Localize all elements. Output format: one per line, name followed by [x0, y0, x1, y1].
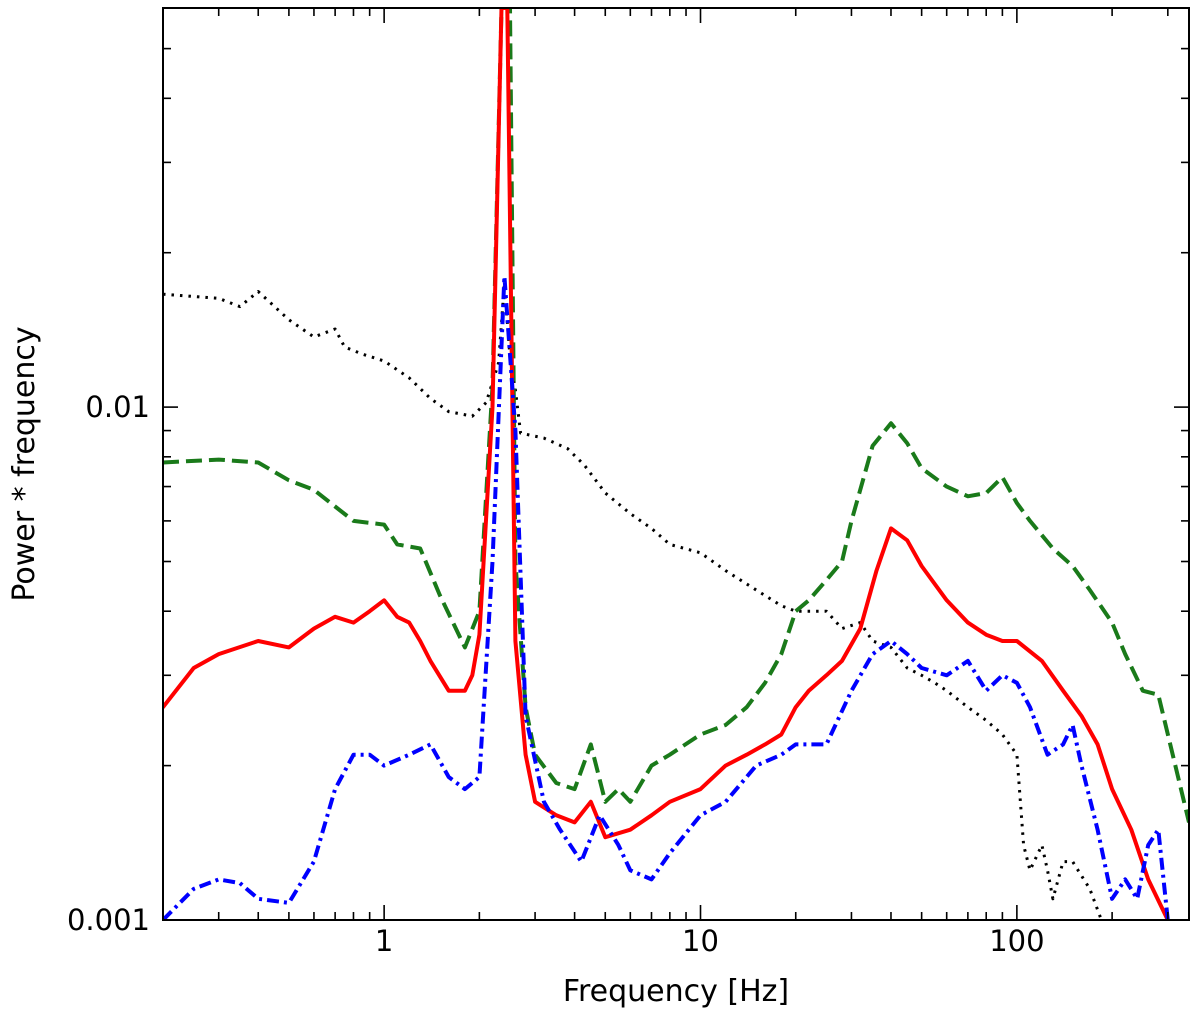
x-tick-label: 100 — [989, 924, 1044, 958]
plot-frame — [162, 7, 1190, 921]
y-tick-label: 0.01 — [85, 390, 150, 424]
series-line-green-dashed — [163, 8, 1189, 823]
series-layer — [163, 8, 1189, 920]
series-line-blue-dash-dot — [163, 274, 1170, 920]
series-line-red-solid — [163, 8, 1170, 920]
x-tick-label: 1 — [375, 924, 393, 958]
x-tick-label: 10 — [682, 924, 719, 958]
y-axis-label: Power * frequency — [7, 326, 42, 601]
series-line-black-dotted — [163, 282, 1103, 920]
tick-label-layer: 1 10 100 0.001 0.01 — [67, 390, 1045, 958]
y-tick-label: 0.001 — [67, 903, 150, 937]
x-axis-label: Frequency [Hz] — [563, 974, 789, 1009]
tick-layer — [162, 7, 1189, 921]
